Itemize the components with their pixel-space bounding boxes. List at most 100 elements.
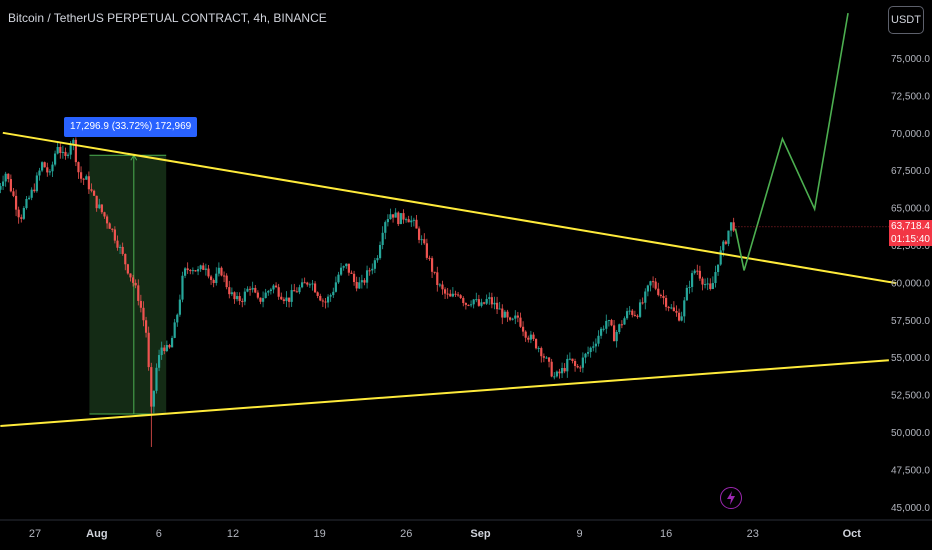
candle-body — [716, 264, 720, 273]
candle-body — [605, 320, 608, 329]
candle-body — [345, 263, 348, 267]
candle-body — [521, 326, 525, 332]
candle-body — [329, 295, 332, 297]
candle-body — [108, 223, 111, 229]
candle-body — [482, 302, 486, 304]
y-tick-label: 72,500.0 — [891, 91, 930, 102]
candle-body — [170, 337, 174, 348]
candle-body — [727, 230, 730, 244]
candle-body — [90, 189, 93, 191]
candle-body — [612, 325, 616, 342]
candle-body — [272, 285, 275, 290]
y-tick-label: 57,500.0 — [891, 316, 930, 327]
candle-body — [636, 315, 639, 317]
candle-body — [373, 260, 376, 269]
candle-body — [623, 318, 626, 325]
candle-body — [589, 347, 592, 353]
x-tick-label: 9 — [576, 528, 582, 540]
candle-body — [659, 294, 662, 297]
candle-body — [20, 217, 23, 219]
candle-body — [189, 270, 192, 272]
projection-path[interactable] — [734, 12, 849, 271]
candle-body — [397, 212, 400, 225]
candle-body — [371, 268, 374, 271]
candle-body — [508, 317, 512, 320]
candle-body — [334, 282, 337, 292]
candle-body — [51, 164, 54, 172]
candle-body — [498, 308, 501, 310]
candle-body — [480, 302, 483, 306]
candle-body — [391, 214, 395, 218]
candle-body — [64, 151, 67, 156]
candle-body — [256, 292, 259, 298]
candle-body — [12, 191, 15, 196]
candle-body — [360, 280, 363, 283]
lightning-icon[interactable] — [720, 487, 742, 509]
candle-body — [586, 352, 590, 354]
y-tick-label: 60,000.0 — [891, 278, 930, 289]
candle-body — [706, 283, 709, 285]
x-tick-label: Aug — [86, 528, 107, 540]
candle-body — [729, 222, 733, 231]
candle-body — [462, 298, 465, 303]
candle-body — [386, 219, 389, 223]
candle-body — [339, 267, 343, 275]
candle-body — [165, 345, 168, 352]
candle-body — [615, 331, 618, 342]
candle-body — [246, 288, 249, 292]
candle-body — [430, 258, 434, 272]
y-tick-label: 45,000.0 — [891, 503, 930, 514]
candle-body — [714, 272, 717, 284]
candle-body — [363, 280, 366, 283]
candle-body — [35, 175, 38, 192]
candle-body — [248, 288, 252, 290]
candle-body — [719, 250, 722, 265]
candle-body — [503, 311, 506, 318]
candle-body — [456, 294, 460, 296]
candle-body — [607, 320, 610, 322]
candle-body — [264, 292, 267, 299]
candle-body — [137, 285, 140, 301]
candle-body — [129, 273, 132, 278]
candle-body — [204, 268, 207, 270]
candle-body — [542, 356, 545, 358]
candle-body — [0, 186, 2, 190]
candle-body — [202, 265, 205, 270]
candle-body — [22, 208, 25, 219]
candle-body — [59, 146, 62, 153]
candle-body — [144, 320, 148, 333]
lower-trendline[interactable] — [0, 359, 889, 428]
currency-unit-button[interactable]: USDT — [888, 6, 924, 34]
x-tick-label: 6 — [156, 528, 162, 540]
candle-body — [9, 179, 12, 192]
candle-body — [563, 368, 566, 372]
candle-body — [178, 299, 181, 315]
candle-body — [225, 275, 228, 288]
candle-body — [527, 337, 530, 340]
candle-body — [732, 222, 735, 231]
candle-body — [14, 195, 18, 210]
measure-range-box[interactable] — [89, 155, 167, 415]
candle-body — [459, 295, 462, 299]
candle-body — [298, 287, 301, 293]
candle-body — [506, 311, 509, 318]
candle-body — [316, 292, 319, 296]
candle-body — [566, 358, 569, 372]
candle-body — [365, 270, 369, 283]
candle-body — [571, 358, 574, 362]
candle-body — [417, 228, 421, 240]
candle-body — [464, 302, 467, 305]
candle-body — [433, 271, 436, 273]
candle-body — [30, 189, 33, 198]
candle-body — [46, 167, 49, 173]
candle-body — [631, 310, 634, 315]
candle-body — [7, 173, 10, 180]
y-tick-label: 52,500.0 — [891, 391, 930, 402]
candle-body — [269, 289, 272, 292]
candle-body — [428, 257, 431, 259]
candle-body — [641, 302, 644, 304]
candle-body — [347, 263, 350, 273]
candle-body — [547, 357, 551, 362]
candle-body — [168, 345, 171, 348]
